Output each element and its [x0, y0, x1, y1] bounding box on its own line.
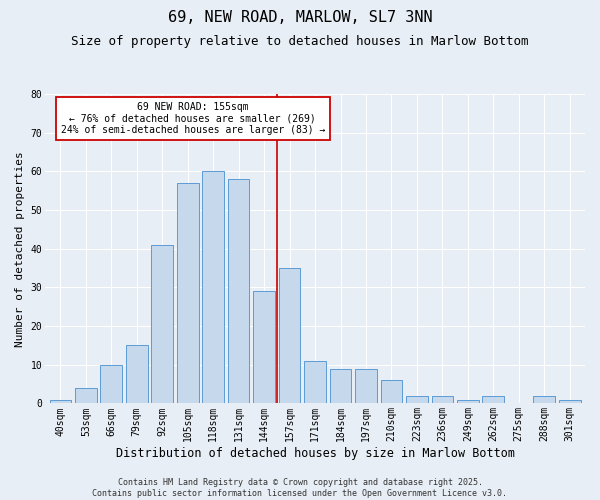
Bar: [533, 396, 555, 404]
Text: Contains HM Land Registry data © Crown copyright and database right 2025.
Contai: Contains HM Land Registry data © Crown c…: [92, 478, 508, 498]
Bar: [406, 396, 428, 404]
Text: 69, NEW ROAD, MARLOW, SL7 3NN: 69, NEW ROAD, MARLOW, SL7 3NN: [167, 10, 433, 25]
Bar: [355, 368, 377, 404]
Bar: [151, 245, 173, 404]
Bar: [126, 346, 148, 404]
Bar: [329, 368, 352, 404]
X-axis label: Distribution of detached houses by size in Marlow Bottom: Distribution of detached houses by size …: [116, 447, 515, 460]
Bar: [75, 388, 97, 404]
Bar: [202, 172, 224, 404]
Text: 69 NEW ROAD: 155sqm
← 76% of detached houses are smaller (269)
24% of semi-detac: 69 NEW ROAD: 155sqm ← 76% of detached ho…: [61, 102, 325, 135]
Y-axis label: Number of detached properties: Number of detached properties: [15, 151, 25, 346]
Bar: [50, 400, 71, 404]
Bar: [304, 361, 326, 404]
Bar: [457, 400, 479, 404]
Bar: [559, 400, 581, 404]
Bar: [100, 364, 122, 404]
Text: Size of property relative to detached houses in Marlow Bottom: Size of property relative to detached ho…: [71, 35, 529, 48]
Bar: [177, 183, 199, 404]
Bar: [279, 268, 301, 404]
Bar: [253, 292, 275, 404]
Bar: [431, 396, 453, 404]
Bar: [228, 179, 250, 404]
Bar: [482, 396, 504, 404]
Bar: [380, 380, 402, 404]
